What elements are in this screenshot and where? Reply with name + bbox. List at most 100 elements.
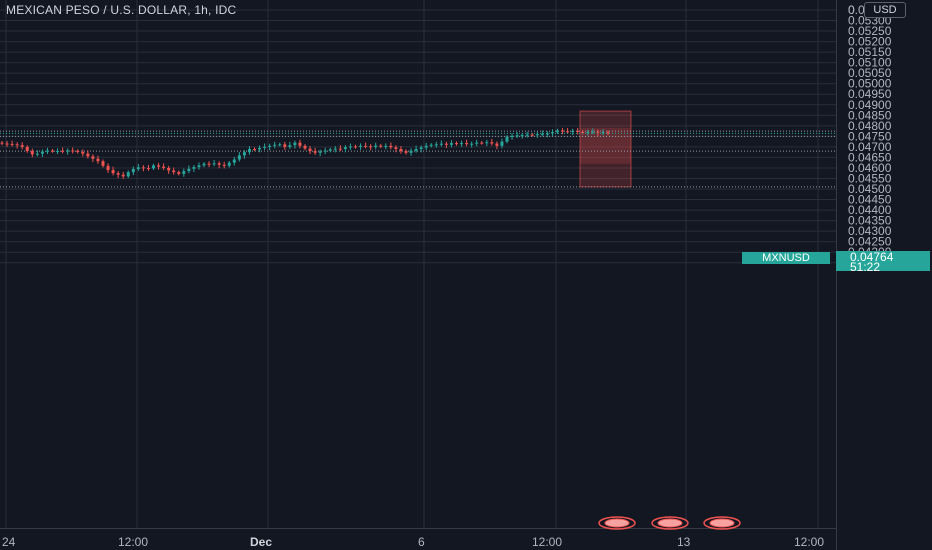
candle-body xyxy=(192,167,196,169)
y-tick-label: 0.04800 xyxy=(848,119,892,133)
y-tick-label: 0.05050 xyxy=(848,66,892,80)
candle-body xyxy=(40,151,44,154)
currency-button[interactable]: USD xyxy=(864,2,906,18)
y-tick-label: 0.05100 xyxy=(848,56,892,70)
y-tick-label: 0.04550 xyxy=(848,171,892,185)
candle-body xyxy=(389,145,393,148)
candle-body xyxy=(530,134,534,136)
candle-body xyxy=(601,132,605,134)
event-badge-outer xyxy=(651,516,689,530)
candle-body xyxy=(96,158,100,162)
candle-body xyxy=(399,148,403,152)
candle-body xyxy=(167,167,171,171)
candle-body xyxy=(288,145,292,147)
candle-body xyxy=(227,162,231,166)
candle-body xyxy=(131,169,135,173)
y-tick-label: 0.05000 xyxy=(848,77,892,91)
candle-body xyxy=(66,150,70,152)
candle-body xyxy=(258,147,262,150)
candle-body xyxy=(515,135,519,137)
candle-body xyxy=(576,130,580,132)
candle-body xyxy=(359,145,363,147)
candle-body xyxy=(212,163,216,165)
x-tick-label: 6 xyxy=(418,535,425,549)
y-tick-label: 0.04600 xyxy=(848,161,892,175)
candle-body xyxy=(71,150,75,152)
candle-body xyxy=(30,151,34,155)
candle-body xyxy=(76,150,80,152)
candle-body xyxy=(35,153,39,155)
candle-body xyxy=(86,153,90,157)
candle-body xyxy=(202,163,206,166)
candle-body xyxy=(207,163,211,165)
candle-body xyxy=(475,142,479,144)
candle-body xyxy=(354,146,357,148)
candle-body xyxy=(318,151,322,153)
x-tick-label: Dec xyxy=(250,535,272,549)
x-tick-label: 13 xyxy=(677,535,691,549)
last-price-value: 0.04764 xyxy=(850,250,894,264)
candle-body xyxy=(384,145,388,147)
candle-body xyxy=(146,167,150,169)
candle-body xyxy=(101,161,105,166)
chart-title: MEXICAN PESO / U.S. DOLLAR, 1h, IDC xyxy=(6,3,237,17)
candle-body xyxy=(550,132,554,134)
candle-body xyxy=(328,149,332,151)
candle-body xyxy=(61,150,65,152)
y-tick-label: 0.05250 xyxy=(848,24,892,38)
candle-body xyxy=(91,156,95,159)
candle-body xyxy=(525,134,529,136)
candle-body xyxy=(51,150,54,152)
candle-body xyxy=(232,159,236,163)
x-tick-label: 12:00 xyxy=(118,535,148,549)
y-tick-label: 0.04450 xyxy=(848,193,892,207)
candle-body xyxy=(490,142,494,144)
candle-body xyxy=(293,142,297,146)
candle-body xyxy=(535,134,539,136)
candle-body xyxy=(404,151,408,153)
y-tick-label: 0.04350 xyxy=(848,214,892,228)
candle-body xyxy=(222,164,226,166)
candle-body xyxy=(364,145,368,147)
candle-body xyxy=(495,143,499,146)
candle-body xyxy=(106,165,110,171)
candle-body xyxy=(187,168,191,172)
candle-body xyxy=(374,145,378,147)
candle-body xyxy=(20,145,24,147)
candle-body xyxy=(460,143,464,145)
y-tick-label: 0.04950 xyxy=(848,87,892,101)
candle-body xyxy=(379,145,383,147)
y-tick-label-top: 0 xyxy=(848,3,855,17)
candle-body xyxy=(520,135,524,137)
candle-body xyxy=(449,143,453,145)
event-badge-icon xyxy=(604,518,630,528)
candle-body xyxy=(0,142,4,144)
candle-body xyxy=(182,171,186,174)
symbol-label: MXNUSD xyxy=(742,252,830,264)
candle-body xyxy=(369,146,373,148)
candle-body xyxy=(343,147,347,149)
candle-body xyxy=(414,148,418,151)
bar-countdown: 51:22 xyxy=(850,260,881,274)
candle-body xyxy=(273,144,277,146)
candle-body xyxy=(409,150,413,153)
candle-body xyxy=(348,146,352,148)
candle-body xyxy=(298,142,302,146)
candle-body xyxy=(338,148,342,150)
risk-zone xyxy=(579,110,632,188)
candle-body xyxy=(424,145,428,148)
candle-body xyxy=(126,172,130,177)
candle-body xyxy=(500,141,504,146)
y-tick-label: 0.04500 xyxy=(848,182,892,196)
candle-body xyxy=(333,148,337,150)
candle-body xyxy=(197,165,201,168)
candle-body xyxy=(111,170,115,174)
candle-body xyxy=(545,133,549,135)
candle-body xyxy=(434,144,438,146)
candle-body xyxy=(313,151,317,153)
candle-body xyxy=(172,170,176,173)
event-badge-outer xyxy=(703,516,741,530)
